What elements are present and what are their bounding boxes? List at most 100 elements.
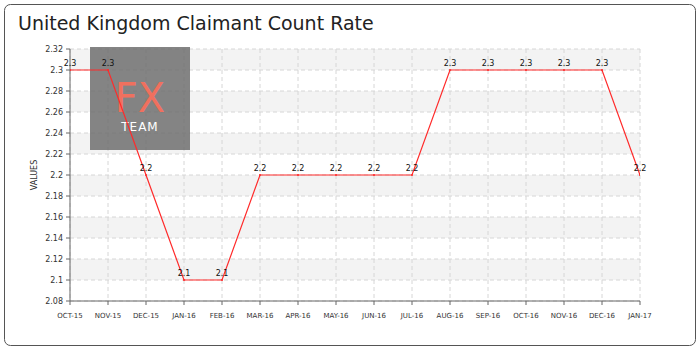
- grid-line: [70, 280, 640, 281]
- grid-line-x: [412, 49, 413, 301]
- grid-line-x: [526, 49, 527, 301]
- point: [259, 174, 261, 176]
- grid-line-x: [488, 49, 489, 301]
- y-tick-label: 2.14: [45, 234, 63, 243]
- x-tick: [526, 301, 527, 305]
- grid-line: [70, 259, 640, 260]
- logo: FXTEAM: [90, 47, 190, 150]
- grid-line-x: [640, 49, 641, 301]
- point: [411, 174, 413, 176]
- data-label: 2.3: [520, 59, 533, 68]
- y-tick: [66, 154, 70, 155]
- y-tick: [66, 217, 70, 218]
- y-tick: [66, 280, 70, 281]
- x-axis: [70, 301, 640, 302]
- grid-line: [70, 154, 640, 155]
- grid-line: [70, 196, 640, 197]
- y-tick: [66, 91, 70, 92]
- y-tick-label: 2.1: [50, 276, 63, 285]
- x-tick: [336, 301, 337, 305]
- grid-band: [70, 217, 640, 238]
- series-line: [70, 70, 640, 280]
- data-label: 2.2: [406, 164, 419, 173]
- y-tick-label: 2.16: [45, 213, 63, 222]
- x-tick-label: OCT-15: [57, 312, 82, 320]
- x-tick-label: DEC-15: [133, 312, 159, 320]
- grid-line-x: [298, 49, 299, 301]
- grid-line-x: [336, 49, 337, 301]
- y-tick-label: 2.08: [45, 297, 63, 306]
- data-label: 2.2: [634, 164, 647, 173]
- point: [145, 174, 147, 176]
- grid-line-x: [450, 49, 451, 301]
- grid-band: [70, 259, 640, 280]
- y-tick: [66, 49, 70, 50]
- y-tick: [66, 238, 70, 239]
- grid-line: [70, 217, 640, 218]
- point: [297, 174, 299, 176]
- y-tick-label: 2.32: [45, 45, 63, 54]
- y-axis-label: VALUES: [30, 160, 39, 190]
- data-label: 2.1: [178, 269, 191, 278]
- data-label: 2.2: [368, 164, 381, 173]
- point: [70, 69, 71, 71]
- x-tick: [222, 301, 223, 305]
- data-label: 2.2: [292, 164, 305, 173]
- grid-line-x: [374, 49, 375, 301]
- point: [601, 69, 603, 71]
- x-tick: [70, 301, 71, 305]
- x-tick: [184, 301, 185, 305]
- data-label: 2.3: [596, 59, 609, 68]
- point: [183, 279, 185, 281]
- data-label: 2.2: [330, 164, 343, 173]
- y-tick: [66, 301, 70, 302]
- data-label: 2.3: [102, 59, 115, 68]
- y-tick-label: 2.12: [45, 255, 63, 264]
- x-tick-label: SEP-16: [476, 312, 501, 320]
- grid-line-x: [602, 49, 603, 301]
- logo-text: TEAM: [120, 120, 158, 134]
- x-tick: [564, 301, 565, 305]
- point: [487, 69, 489, 71]
- y-tick: [66, 133, 70, 134]
- grid-band: [70, 175, 640, 196]
- point: [373, 174, 375, 176]
- x-tick: [640, 301, 641, 305]
- x-tick: [298, 301, 299, 305]
- y-tick: [66, 259, 70, 260]
- data-label: 2.1: [216, 269, 229, 278]
- data-label: 2.3: [64, 59, 77, 68]
- x-tick: [108, 301, 109, 305]
- x-tick-label: MAY-16: [323, 312, 349, 320]
- point: [563, 69, 565, 71]
- x-tick-label: DEC-16: [589, 312, 616, 320]
- x-tick-label: NOV-16: [551, 312, 578, 320]
- y-tick: [66, 175, 70, 176]
- y-tick-label: 2.28: [45, 87, 63, 96]
- grid-line-x: [564, 49, 565, 301]
- data-label: 2.3: [482, 59, 495, 68]
- x-tick-label: JAN-17: [627, 312, 651, 320]
- point: [335, 174, 337, 176]
- data-label: 2.2: [254, 164, 267, 173]
- x-tick-label: OCT-16: [513, 312, 539, 320]
- data-label: 2.2: [140, 164, 153, 173]
- x-tick-label: JUL-16: [400, 312, 424, 320]
- y-tick-label: 2.22: [45, 150, 63, 159]
- y-tick: [66, 196, 70, 197]
- x-tick-label: JAN-16: [171, 312, 196, 320]
- y-tick: [66, 112, 70, 113]
- point: [221, 279, 223, 281]
- x-tick: [412, 301, 413, 305]
- title: United Kingdom Claimant Count Rate: [18, 12, 374, 34]
- x-tick-label: MAR-16: [247, 312, 274, 320]
- x-tick-label: APR-16: [285, 312, 311, 320]
- point: [107, 69, 109, 71]
- x-tick: [488, 301, 489, 305]
- y-tick-label: 2.2: [50, 171, 63, 180]
- grid-line: [70, 238, 640, 239]
- y-tick: [66, 70, 70, 71]
- plot: [70, 69, 640, 281]
- y-tick-label: 2.18: [45, 192, 63, 201]
- y-tick-label: 2.24: [45, 129, 63, 138]
